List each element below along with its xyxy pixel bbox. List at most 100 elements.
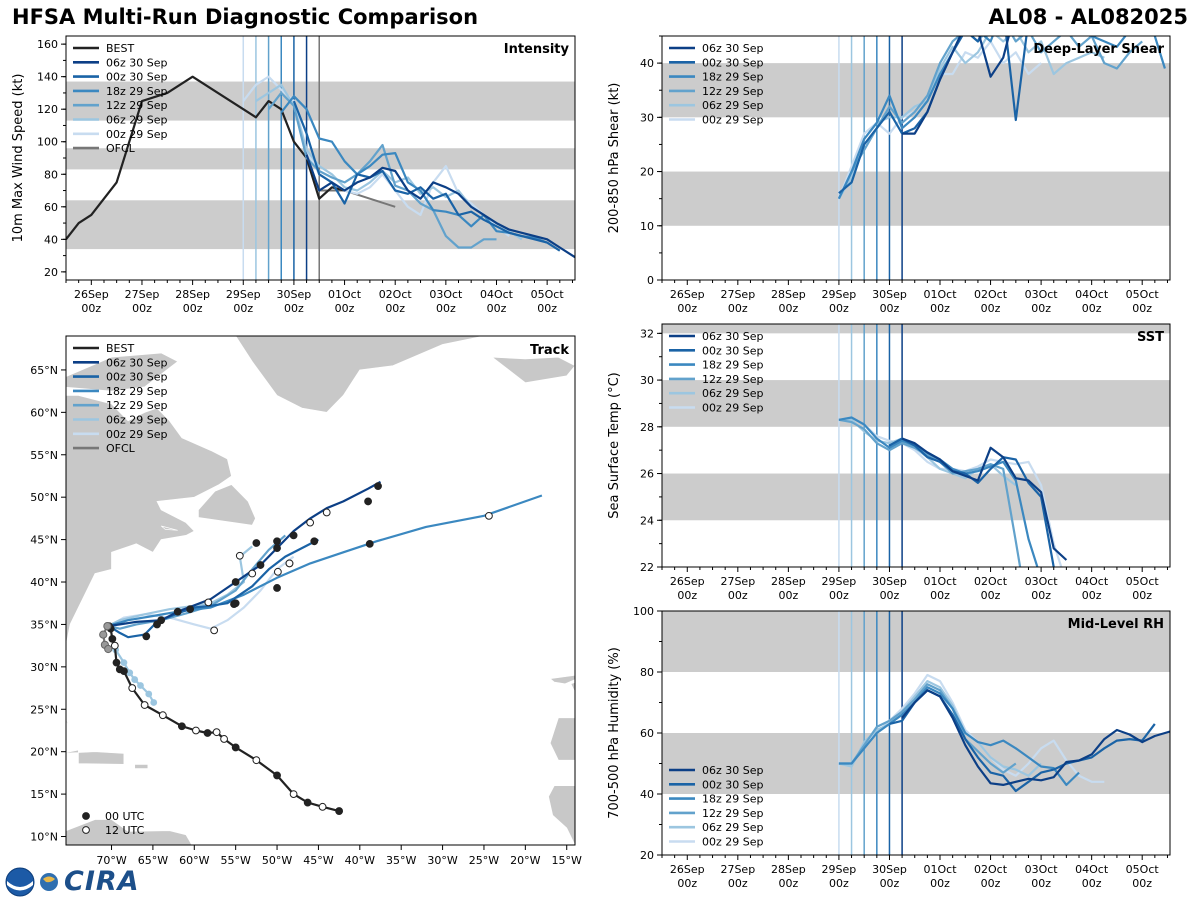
series-line-00z-30-Sep [292,100,561,252]
forecast-track-point [231,578,240,586]
x-tick-label: 26Sep [74,288,109,301]
forecast-track-point [231,599,240,608]
sst-ylabel: Sea Surface Temp (°C) [607,372,622,519]
y-tick-label: 0 [647,274,654,287]
hispaniola-landmass [66,749,125,765]
legend-label: 00z 30 Sep [702,56,764,69]
sst-panel: 22242628303226Sep00z27Sep00z28Sep00z29Se… [607,323,1171,602]
x-tick-label: 00z [981,877,1001,890]
shear-frame [661,35,1171,281]
x-tick-label: 00z [385,302,405,315]
x-tick-label: 04Oct [480,288,514,301]
series-line-12z-29-Sep [837,36,1143,200]
x-tick-label: 00z [1031,302,1051,315]
marker-legend-label: 12 UTC [105,824,145,837]
best-track-point [192,726,200,735]
marker-legend-label: 00 UTC [105,810,145,823]
legend-label: 06z 29 Sep [702,99,764,112]
best-track-point [273,771,281,780]
early-run-point [126,669,134,677]
x-tick-label: 30Sep [872,575,907,588]
best-track-line [66,75,345,240]
x-tick-label: 00z [537,302,557,315]
x-tick-label: 55°W [220,854,250,867]
track-title: Track [530,343,569,358]
forecast-track-point [252,539,261,547]
track-panel: 70°W 65°W 60°W 55°W 50°W 45°W 40°W 35°W 30°W 25°W… [30,335,582,867]
x-tick-label: 00z [335,302,355,315]
y-tick-label: 80 [640,666,654,679]
y-tick-label: 20 [44,266,58,279]
y-tick-label: 26 [640,468,654,481]
x-tick-label: 35°W [386,854,416,867]
x-tick-label: 05Oct [1126,288,1160,301]
marker-legend-symbol [82,812,90,820]
shear-panel: 01020304026Sep00z27Sep00z28Sep00z29Sep00… [607,35,1171,315]
best-track-point [212,728,221,737]
forecast-track-18z-29-Sep [107,494,543,628]
forecast-track-point [235,551,244,560]
logo-text: CIRA [64,866,140,897]
forecast-track-point [186,605,195,614]
track-frame [65,335,576,846]
greenland-landmass [235,336,485,413]
threshold-band [662,171,1170,226]
legend-label: BEST [106,42,134,55]
y-tick-label: 45°N [30,534,58,547]
rh-plot-area [662,611,1170,855]
y-tick-label: 10 [640,220,654,233]
legend-label: 06z 29 Sep [702,821,764,834]
y-tick-label: 60 [44,201,58,214]
legend-label: 00z 29 Sep [106,128,168,141]
legend-label: BEST [106,342,134,355]
storm-id: AL08 - AL082025 [988,5,1189,29]
forecast-track-point [273,567,282,576]
threshold-band [66,148,575,170]
x-tick-label: 00z [778,302,798,315]
legend-label: 12z 29 Sep [106,399,168,412]
x-tick-label: 01Oct [923,575,957,588]
forecast-track-point [306,518,315,527]
legend-label: 00z 30 Sep [106,371,168,384]
x-tick-label: 00z [436,302,456,315]
x-tick-label: 02Oct [974,575,1008,588]
best-track-point [231,743,240,752]
x-tick-label: 00z [1132,877,1152,890]
ofcl-point [103,622,112,631]
legend-label: 18z 29 Sep [702,71,764,84]
best-track-point [220,735,228,743]
y-tick-label: 120 [37,103,58,116]
x-tick-label: 29Sep [822,288,857,301]
y-tick-label: 40 [640,57,654,70]
threshold-band [66,81,575,121]
forecast-track-point [256,561,265,569]
forecast-track-point [310,537,319,546]
forecast-track-point [248,569,257,578]
x-tick-label: 00z [1132,589,1152,602]
best-track-point [303,798,312,807]
x-tick-label: 00z [778,589,798,602]
legend-label: 00z 30 Sep [106,71,168,84]
x-tick-label: 00z [677,589,697,602]
y-tick-label: 28 [640,421,654,434]
legend-label: 00z 30 Sep [702,778,764,791]
x-tick-label: 00z [981,589,1001,602]
x-tick-label: 02Oct [974,863,1008,876]
sst-frame [661,323,1171,568]
marker-legend-symbol [82,826,90,834]
early-run-point [120,659,128,667]
morocco-coast-landmass [570,682,575,694]
legend-label: OFCL [106,142,136,155]
x-tick-label: 65°W [138,854,168,867]
best-track-point [177,722,186,731]
best-track-point [335,807,344,815]
forecast-track-point [485,511,493,520]
legend-label: 12z 29 Sep [702,807,764,820]
y-tick-label: 32 [640,327,654,340]
intensity-title: Intensity [504,42,570,57]
intensity-ylabel: 10m Max Wind Speed (kt) [11,74,26,243]
y-tick-label: 55°N [30,449,58,462]
x-tick-label: 04Oct [1075,288,1109,301]
sst-title: SST [1137,330,1164,345]
series-line-06z-30-Sep [901,437,1068,561]
